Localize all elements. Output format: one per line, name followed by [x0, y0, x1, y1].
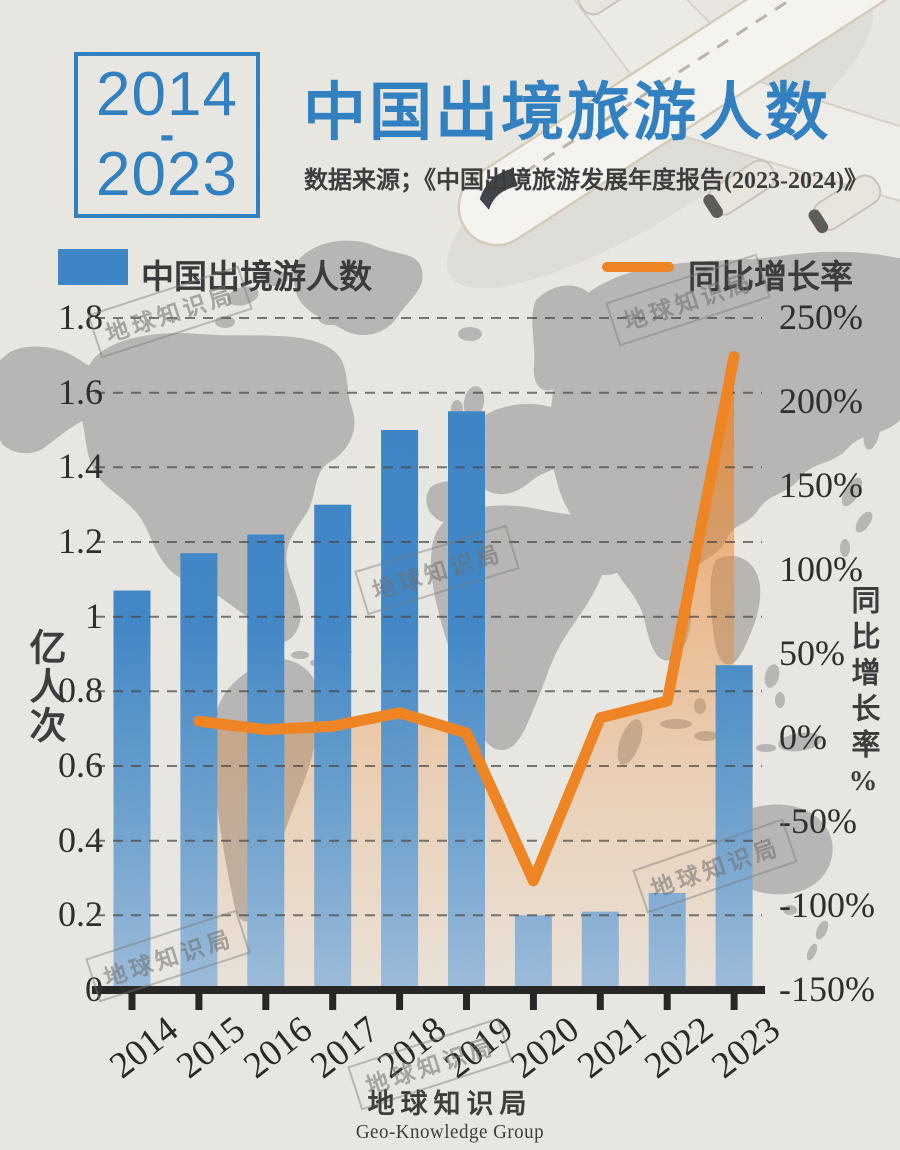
period-box: 2014 - 2023	[74, 52, 260, 218]
legend-bar-label: 中国出境游人数	[141, 260, 372, 296]
legend-line-swatch	[602, 262, 674, 272]
footer-brand-en: Geo-Knowledge Group	[355, 1121, 545, 1144]
footer: 地球知识局 Geo-Knowledge Group	[0, 1082, 900, 1144]
left-axis-title: 亿人次	[23, 628, 64, 745]
period-end: 2023	[96, 140, 238, 209]
legend-line-label: 同比增长率	[688, 260, 853, 296]
footer-brand: 地球知识局	[367, 1089, 533, 1119]
page-title: 中国出境旅游人数	[303, 78, 831, 148]
right-axis-title: 同比增长率%	[847, 585, 879, 804]
data-source: 数据来源；《中国出境旅游发展年度报告(2023-2024)》	[304, 168, 868, 194]
legend-bar-swatch	[58, 249, 128, 285]
